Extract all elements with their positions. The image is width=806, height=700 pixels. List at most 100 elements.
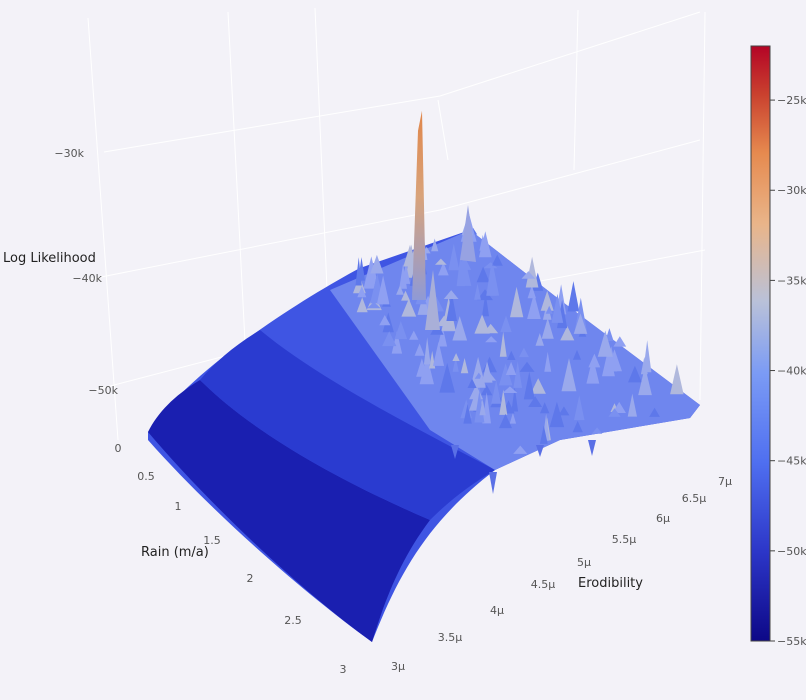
y-tick-label: 4.5μ [531,578,556,591]
surface-spike [379,315,391,326]
surface-spike [431,238,439,252]
surface-spike [399,263,407,289]
surface-spike [370,254,384,274]
grid-line [103,95,441,153]
surface-spike [513,361,523,388]
surface-dip [451,445,459,459]
colorbar: −25k −30k −35k −40k −45k −50k −55k [750,45,806,648]
surface-spike [396,285,404,295]
grid-line [699,11,706,401]
surface-spike [643,340,652,373]
surface-spike [425,270,440,330]
surface-spike [423,337,431,365]
surface-spike [523,371,535,400]
surface-spike [530,378,546,394]
x-tick-label: 1.5 [203,534,221,547]
grid-line [85,209,441,281]
surface-spike [474,314,490,334]
surface-spike [499,331,507,357]
x-tick-label: 2 [247,572,254,585]
rain-axis-ticks: 0 0.5 1 1.5 2 2.5 3 [115,442,347,676]
surface-spike [505,361,517,375]
surface-spike [511,387,519,412]
surface-spike [417,294,430,315]
surface-spike [513,445,528,454]
surface-spike [357,286,367,298]
surface-spike [460,205,476,262]
surface-spike [479,399,486,416]
surface-spike [549,401,565,428]
z-tick-label: −30k [54,147,84,160]
surface-spike [586,357,600,384]
surface-spike [452,357,459,372]
surface-spike [545,305,553,314]
surface-spike [670,364,684,395]
y-tick-label: 5.5μ [612,533,637,546]
surface-spike [613,336,627,347]
surface-spike [525,256,539,288]
surface-spike [438,262,449,276]
grid-line [439,11,701,97]
surface-spike [456,253,465,287]
surface-spike [597,330,613,357]
surface-spike [519,347,529,358]
surface-spike [602,348,615,377]
surface-spike [560,326,575,341]
surface-spike [573,313,588,334]
surface-spike [521,271,536,279]
colorbar-tick-label: −30k [777,184,806,197]
colorbar-tick-label: −40k [777,365,806,378]
grid-line [573,9,579,171]
surface-spike [416,358,428,377]
surface-spike [507,350,516,360]
surface-spike [477,289,493,301]
grid-line [87,17,119,441]
surface-spike [567,281,580,312]
x-tick-label: 1 [175,500,182,513]
x-tick-label: 0.5 [137,470,155,483]
surface-spike [474,283,481,300]
surface-spike [467,378,477,388]
erodibility-axis-ticks: 3μ 3.5μ 4μ 4.5μ 5μ 5.5μ 6μ 6.5μ 7μ [391,475,732,673]
surface-spike [482,392,491,424]
surface-spike [539,425,548,444]
surface-spike [356,297,368,313]
surface-spike [463,403,472,424]
surface-spike [446,292,457,321]
y-axis-title: Erodibility [578,576,643,591]
surface-front-face [148,380,430,642]
surface-spike [528,396,543,407]
surface-spike [502,386,518,393]
z-tick-label: −50k [88,384,118,397]
surface-spike [627,393,637,417]
x-tick-label: 3 [340,663,347,676]
surface-spike [355,257,362,286]
z-axis-title: Log Likelihood [3,251,96,266]
surface-spike [638,366,652,396]
surface-spike [519,361,535,372]
colorbar-tick-label: −25k [777,94,806,107]
y-tick-label: 4μ [490,604,504,617]
y-tick-label: 7μ [718,475,732,488]
surface-spike [367,301,381,309]
log-likelihood-axis-ticks: −50k −40k −30k [54,147,118,397]
colorbar-tick-label: −50k [777,545,806,558]
surface-spike [482,292,489,317]
likelihood-surface [148,110,700,642]
surface-spike [401,298,417,317]
colorbar-tick-label: −45k [777,455,806,468]
surface-spike [540,290,554,311]
surface-spike [376,275,390,305]
x-axis-title: Rain (m/a) [141,545,209,560]
surface-spike [478,231,492,258]
surface-spike [435,258,447,265]
surface-spike [649,407,660,417]
surface-spike [452,316,468,341]
surface-spike [535,333,544,346]
colorbar-ticks: −25k −30k −35k −40k −45k −50k −55k [770,94,806,648]
surface-spike [510,286,524,318]
surface-spike [540,402,550,414]
x-tick-label: 2.5 [284,614,302,627]
colorbar-gradient [750,45,771,642]
surface-spike [574,395,585,421]
